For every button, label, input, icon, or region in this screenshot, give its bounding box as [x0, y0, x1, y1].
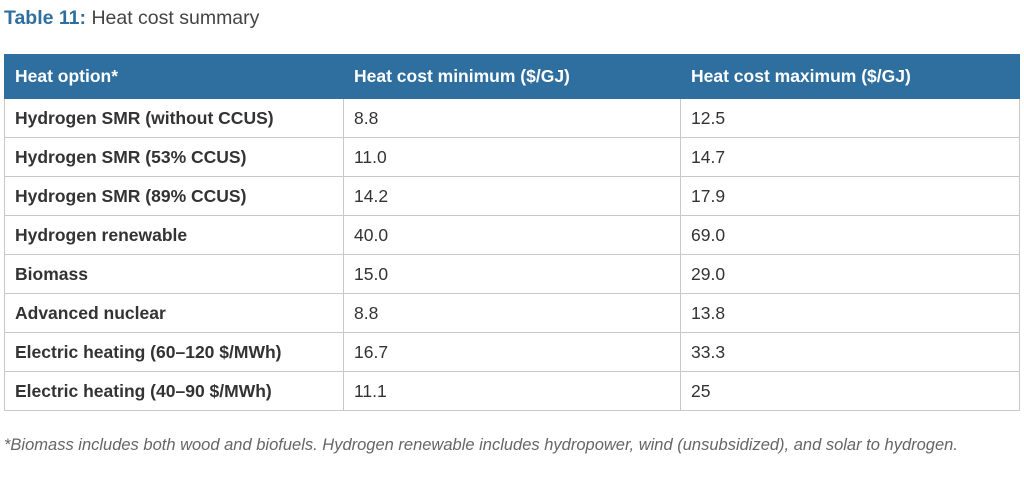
cell-cost-maximum: 25	[680, 371, 1020, 411]
cell-heat-option: Electric heating (40–90 $/MWh)	[4, 371, 344, 411]
cell-cost-minimum: 11.1	[343, 371, 681, 411]
header-heat-option: Heat option*	[4, 54, 344, 99]
cell-heat-option: Hydrogen SMR (without CCUS)	[4, 98, 344, 138]
cell-cost-maximum: 29.0	[680, 254, 1020, 294]
cell-heat-option: Electric heating (60–120 $/MWh)	[4, 332, 344, 372]
table-caption: Table 11: Heat cost summary	[4, 6, 259, 30]
heat-cost-table: Heat option* Heat cost minimum ($/GJ) He…	[4, 54, 1020, 411]
cell-cost-minimum: 40.0	[343, 215, 681, 255]
header-cost-minimum: Heat cost minimum ($/GJ)	[343, 54, 681, 99]
cell-heat-option: Hydrogen renewable	[4, 215, 344, 255]
table-body: Hydrogen SMR (without CCUS) 8.8 12.5 Hyd…	[4, 98, 1020, 411]
cell-cost-minimum: 15.0	[343, 254, 681, 294]
cell-cost-maximum: 33.3	[680, 332, 1020, 372]
header-cost-maximum: Heat cost maximum ($/GJ)	[680, 54, 1020, 99]
cell-heat-option: Hydrogen SMR (53% CCUS)	[4, 137, 344, 177]
cell-cost-maximum: 13.8	[680, 293, 1020, 333]
cell-heat-option: Biomass	[4, 254, 344, 294]
cell-heat-option: Hydrogen SMR (89% CCUS)	[4, 176, 344, 216]
cell-cost-maximum: 69.0	[680, 215, 1020, 255]
table-caption-label: Table 11:	[4, 7, 87, 29]
table-row: Advanced nuclear 8.8 13.8	[4, 293, 1020, 333]
cell-cost-maximum: 14.7	[680, 137, 1020, 177]
table-header: Heat option* Heat cost minimum ($/GJ) He…	[4, 54, 1020, 99]
cell-heat-option: Advanced nuclear	[4, 293, 344, 333]
table-row: Electric heating (40–90 $/MWh) 11.1 25	[4, 371, 1020, 411]
table-row: Hydrogen renewable 40.0 69.0	[4, 215, 1020, 255]
cell-cost-minimum: 8.8	[343, 293, 681, 333]
cell-cost-maximum: 17.9	[680, 176, 1020, 216]
cell-cost-minimum: 11.0	[343, 137, 681, 177]
table-row: Biomass 15.0 29.0	[4, 254, 1020, 294]
header-row: Heat option* Heat cost minimum ($/GJ) He…	[4, 54, 1020, 99]
table-row: Hydrogen SMR (89% CCUS) 14.2 17.9	[4, 176, 1020, 216]
table-row: Electric heating (60–120 $/MWh) 16.7 33.…	[4, 332, 1020, 372]
cell-cost-maximum: 12.5	[680, 98, 1020, 138]
table-row: Hydrogen SMR (53% CCUS) 11.0 14.7	[4, 137, 1020, 177]
table-footnote: *Biomass includes both wood and biofuels…	[4, 436, 958, 454]
cell-cost-minimum: 14.2	[343, 176, 681, 216]
table-caption-title: Heat cost summary	[91, 7, 260, 29]
cell-cost-minimum: 16.7	[343, 332, 681, 372]
table-row: Hydrogen SMR (without CCUS) 8.8 12.5	[4, 98, 1020, 138]
cell-cost-minimum: 8.8	[343, 98, 681, 138]
